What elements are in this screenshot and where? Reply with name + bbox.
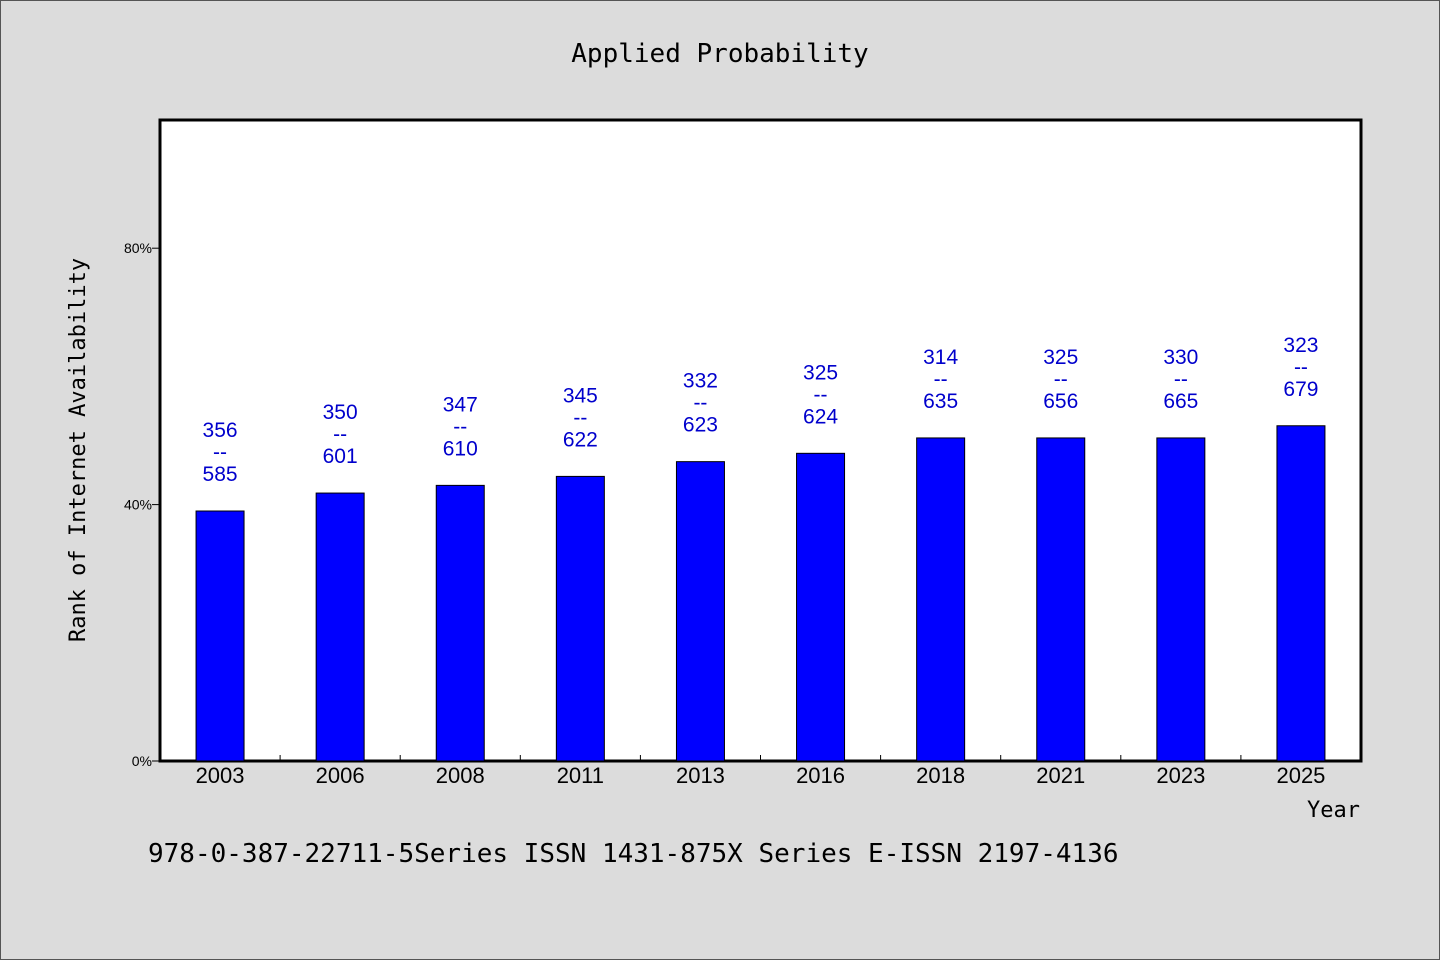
- data-labels-group: 356--585350--601347--610345--622332--623…: [203, 334, 1319, 486]
- data-label-2006-line-1: 350: [323, 401, 358, 424]
- x-tick-label-2013: 2013: [676, 763, 725, 788]
- data-label-2021-line-1: 325: [1043, 346, 1078, 369]
- data-label-2025-line-3: 679: [1283, 378, 1318, 401]
- data-label-2018-line-3: 635: [923, 390, 958, 413]
- data-label-2003-line-2: --: [213, 441, 227, 464]
- y-axis: 0% 40% 80%: [124, 240, 160, 769]
- bar-2006: [315, 492, 365, 762]
- x-tick-label-2008: 2008: [436, 763, 485, 788]
- x-axis-label: Year: [1307, 798, 1360, 823]
- data-label-2011-line-1: 345: [563, 384, 598, 407]
- data-label-2013-line-1: 332: [683, 370, 718, 393]
- x-tick-label-2003: 2003: [196, 763, 245, 788]
- y-axis-label: Rank of Internet Availability: [66, 258, 91, 642]
- y-tick-label-40: 40%: [124, 497, 152, 513]
- data-label-2008-line-1: 347: [443, 393, 478, 416]
- data-label-2011-line-3: 622: [563, 428, 598, 451]
- data-label-2016-line-3: 624: [803, 405, 838, 428]
- bar-2018: [916, 437, 966, 762]
- data-label-2003-line-3: 585: [203, 463, 238, 486]
- x-tick-label-2018: 2018: [916, 763, 965, 788]
- x-tick-label-2016: 2016: [796, 763, 845, 788]
- y-tick-label-0: 0%: [132, 753, 152, 769]
- data-label-2021-line-3: 656: [1043, 390, 1078, 413]
- x-tick-label-2023: 2023: [1156, 763, 1205, 788]
- data-label-2006-line-2: --: [333, 423, 347, 446]
- bar-2021: [1036, 437, 1086, 762]
- data-label-2025-line-2: --: [1294, 356, 1308, 379]
- bar-2016: [796, 452, 846, 762]
- y-tick-label-80: 80%: [124, 240, 152, 256]
- data-label-2025-line-1: 323: [1283, 334, 1318, 357]
- bar-2011: [555, 475, 605, 762]
- data-label-2023-line-3: 665: [1163, 390, 1198, 413]
- footer-isbn-issn: 978-0-387-22711-5Series ISSN 1431-875X S…: [148, 839, 1119, 869]
- bar-2025: [1276, 425, 1326, 762]
- data-label-2008-line-3: 610: [443, 437, 478, 460]
- data-label-2021-line-2: --: [1054, 368, 1068, 391]
- x-tick-label-2011: 2011: [557, 763, 604, 788]
- bar-2003: [195, 510, 245, 762]
- data-label-2023-line-2: --: [1174, 368, 1188, 391]
- data-label-2006-line-3: 601: [323, 445, 358, 468]
- bar-2023: [1156, 437, 1206, 762]
- data-label-2011-line-2: --: [573, 406, 587, 429]
- bars-group: [195, 425, 1326, 762]
- x-tick-label-2025: 2025: [1276, 763, 1325, 788]
- x-tick-label-2021: 2021: [1036, 763, 1085, 788]
- data-label-2013-line-3: 623: [683, 414, 718, 437]
- data-label-2016-line-1: 325: [803, 361, 838, 384]
- bar-2013: [675, 461, 725, 762]
- data-label-2016-line-2: --: [814, 383, 828, 406]
- data-label-2013-line-2: --: [693, 392, 707, 415]
- x-tick-label-2006: 2006: [316, 763, 365, 788]
- data-label-2018-line-2: --: [934, 368, 948, 391]
- chart-title: Applied Probability: [571, 39, 868, 69]
- data-label-2008-line-2: --: [453, 415, 467, 438]
- data-label-2023-line-1: 330: [1163, 346, 1198, 369]
- data-label-2003-line-1: 356: [203, 419, 238, 442]
- bar-2008: [435, 484, 485, 762]
- data-label-2018-line-1: 314: [923, 346, 958, 369]
- x-axis: 2003 2006 2008 2011 2013 2016 2018 2021 2023 2025: [196, 755, 1325, 788]
